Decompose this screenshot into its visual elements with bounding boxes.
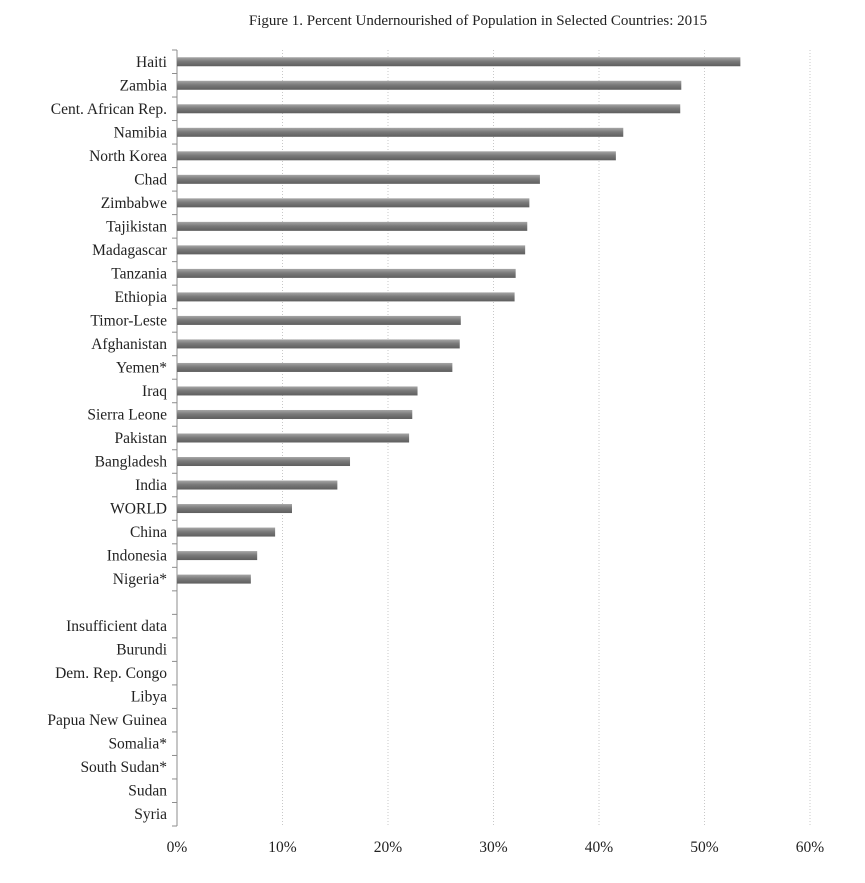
category-label: Afghanistan bbox=[91, 336, 167, 353]
bar bbox=[177, 480, 338, 490]
category-label: Tajikistan bbox=[106, 218, 167, 235]
category-label: China bbox=[130, 524, 167, 541]
x-tick-label: 30% bbox=[479, 839, 508, 856]
category-label: Haiti bbox=[136, 54, 168, 71]
bar bbox=[177, 339, 460, 349]
category-label: Dem. Rep. Congo bbox=[55, 665, 167, 682]
category-label: Zambia bbox=[120, 77, 167, 94]
bar bbox=[177, 151, 616, 161]
x-tick-labels: 0% 10% 20% 30% 40% 50% 60% bbox=[167, 839, 825, 856]
bar bbox=[177, 527, 276, 537]
category-label: Libya bbox=[131, 689, 167, 706]
bar bbox=[177, 221, 528, 231]
category-labels: Haiti Zambia Cent. African Rep. Namibia Nort… bbox=[47, 54, 167, 823]
category-label: Pakistan bbox=[114, 430, 167, 447]
category-label: Sierra Leone bbox=[87, 406, 167, 423]
x-tick-label: 20% bbox=[374, 839, 403, 856]
chart-title: Figure 1. Percent Undernourished of Popu… bbox=[249, 13, 707, 29]
bar bbox=[177, 127, 624, 137]
bar bbox=[177, 504, 292, 514]
bar bbox=[177, 315, 461, 325]
category-label: Insufficient data bbox=[66, 618, 167, 635]
x-tick-label: 50% bbox=[690, 839, 719, 856]
bar bbox=[177, 292, 515, 302]
category-label: Burundi bbox=[116, 642, 168, 659]
x-tick-label: 10% bbox=[268, 839, 297, 856]
bar bbox=[177, 362, 453, 372]
category-label: Somalia* bbox=[108, 736, 167, 753]
category-label: Tanzania bbox=[111, 265, 167, 282]
bar bbox=[177, 57, 741, 67]
bar bbox=[177, 574, 251, 584]
category-label: Yemen* bbox=[116, 359, 167, 376]
category-label: Nigeria* bbox=[113, 571, 167, 588]
x-tick-label: 60% bbox=[796, 839, 825, 856]
category-label: South Sudan* bbox=[80, 759, 167, 776]
category-label: Cent. African Rep. bbox=[51, 101, 167, 118]
bar bbox=[177, 174, 540, 184]
bar bbox=[177, 551, 258, 561]
bars bbox=[177, 57, 741, 584]
category-label: Syria bbox=[134, 806, 167, 823]
category-label: Timor-Leste bbox=[90, 312, 167, 329]
x-tick-label: 40% bbox=[585, 839, 614, 856]
category-label: Madagascar bbox=[92, 242, 168, 259]
category-label: Papua New Guinea bbox=[47, 712, 167, 729]
y-axis bbox=[172, 49, 178, 827]
bar bbox=[177, 386, 418, 396]
category-label: North Korea bbox=[89, 148, 167, 165]
category-label: Ethiopia bbox=[114, 289, 167, 306]
category-label: Iraq bbox=[142, 383, 167, 400]
category-label: India bbox=[135, 477, 167, 494]
category-label: Chad bbox=[134, 171, 167, 188]
bar bbox=[177, 457, 351, 467]
category-label: WORLD bbox=[110, 501, 167, 518]
bar bbox=[177, 80, 682, 90]
category-label: Indonesia bbox=[107, 548, 167, 565]
category-label: Namibia bbox=[114, 124, 167, 141]
bar bbox=[177, 409, 413, 419]
bar bbox=[177, 268, 516, 278]
bar bbox=[177, 198, 530, 208]
category-label: Bangladesh bbox=[95, 454, 168, 471]
bar bbox=[177, 433, 410, 443]
bar bbox=[177, 245, 526, 255]
category-label: Sudan bbox=[128, 783, 167, 800]
x-tick-label: 0% bbox=[167, 839, 188, 856]
bar bbox=[177, 104, 681, 114]
category-label: Zimbabwe bbox=[101, 195, 167, 212]
